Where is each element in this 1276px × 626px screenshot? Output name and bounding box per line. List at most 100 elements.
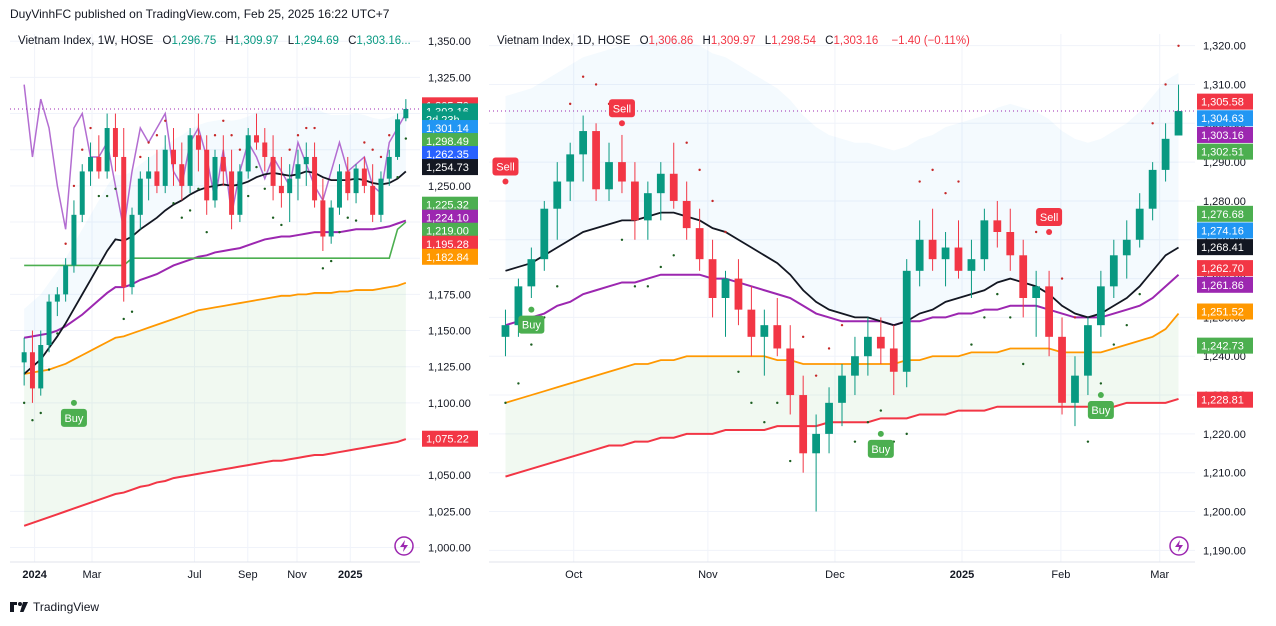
y-tick-label: 1,150.00 [428, 326, 471, 338]
candle-body [864, 336, 872, 357]
candle-body [902, 270, 911, 372]
psar-dot [271, 216, 275, 219]
price-tag-label: 1,274.16 [1201, 225, 1244, 237]
psar-dot [1086, 440, 1090, 443]
candle-body [928, 239, 937, 260]
psar-dot [47, 368, 51, 371]
psar-dot [130, 310, 134, 313]
psar-dot [918, 180, 921, 183]
psar-dot [789, 459, 792, 463]
tradingview-logo-icon [10, 602, 28, 612]
psar-dot [404, 137, 408, 140]
low-value: 1,294.69 [294, 35, 339, 47]
psar-dot [646, 285, 650, 288]
signal-label: Sell [1040, 212, 1058, 224]
daily-chart-svg[interactable]: Sell Buy Sell Buy Sell Buy 1,320.00 1,310.00 1,3… [489, 26, 1267, 594]
price-tag-label: 1,242.73 [1201, 341, 1244, 353]
candle-body [799, 395, 808, 454]
open-key: O [162, 35, 172, 47]
ema200-line [23, 438, 407, 527]
daily-chart-panel[interactable]: Sell Buy Sell Buy Sell Buy 1,320.00 1,310.00 1,3… [489, 26, 1267, 594]
price-tag-label: 1,219.00 [426, 226, 469, 238]
x-tick-label: Feb [1051, 569, 1070, 581]
psar-dot [594, 83, 598, 86]
psar-dot [147, 141, 150, 144]
psar-dot [72, 184, 76, 188]
price-tag [1197, 337, 1253, 354]
weekly-symbol: Vietnam Index, 1W, HOSE [18, 35, 154, 47]
price-tag [422, 120, 478, 137]
buy-signal: Buy [867, 430, 894, 458]
y-tick-label: 1,350.00 [428, 36, 471, 48]
psar-dot [114, 187, 117, 190]
weekly-chart-svg[interactable]: Buy1,350.001,325.001,300.001,275.001,250… [10, 26, 482, 594]
price-tag-label: 1,303.16 [1201, 130, 1244, 142]
candle-body [104, 128, 110, 172]
x-tick-label: 2024 [22, 569, 47, 581]
weekly-chart-panel[interactable]: Buy1,350.001,325.001,300.001,275.001,250… [10, 26, 482, 594]
candle-body [876, 336, 885, 349]
candle-body [1148, 169, 1157, 209]
signal-label: Sell [613, 103, 631, 115]
psar-dot [556, 285, 559, 288]
y-tick-label: 1,025.00 [428, 506, 471, 518]
candle-body [851, 356, 859, 376]
x-tick-label: Dec [825, 569, 845, 581]
candle-body [54, 294, 60, 302]
psar-dot [296, 134, 300, 137]
price-tag-label: 1,261.86 [1201, 280, 1244, 292]
psar-dot [1022, 362, 1025, 366]
candle-body [721, 278, 730, 298]
y-tick-label: 1,320.00 [1203, 41, 1246, 53]
x-tick-label: Oct [565, 569, 582, 581]
candle-body [915, 239, 924, 271]
candle-body [204, 149, 210, 201]
price-tag [422, 430, 478, 447]
psar-dot [31, 419, 34, 422]
candle-body [328, 207, 334, 237]
psar-dot [801, 335, 805, 339]
signal-dot [1046, 229, 1053, 235]
candle-body [1045, 286, 1053, 337]
candle-body [941, 247, 950, 260]
signal-dot [502, 178, 509, 185]
y-tick-label: 1,175.00 [428, 289, 471, 301]
x-tick-label: Nov [287, 569, 307, 581]
psar-dot [866, 421, 870, 424]
candle-body [121, 156, 127, 288]
candle-body [370, 185, 376, 215]
psar-dot [81, 148, 84, 151]
psar-dot [737, 370, 740, 373]
candle-body [154, 171, 160, 186]
candle-body [579, 131, 588, 155]
candle-body [220, 156, 226, 172]
y-tick-label: 1,290.00 [1203, 157, 1246, 169]
price-tag-label: 1,298.49 [426, 136, 469, 148]
close-value: 1,303.16... [356, 35, 411, 47]
candle-body [618, 162, 626, 182]
psar-dot [996, 292, 999, 296]
tradingview-footer[interactable]: TradingView [10, 600, 99, 614]
price-tag-label: 1,225.32 [426, 200, 469, 212]
psar-dot [711, 199, 714, 203]
x-tick-label: 2025 [950, 569, 974, 581]
candle-body [812, 433, 820, 454]
psar-dot [363, 141, 366, 144]
x-tick-label: Mar [1150, 569, 1169, 581]
psar-dot [263, 187, 266, 190]
psar-dot [180, 216, 184, 219]
candle-body [993, 220, 1002, 232]
psar-dot [620, 238, 624, 241]
psar-dot [122, 317, 125, 321]
psar-dot [776, 401, 779, 405]
price-tag [1197, 110, 1253, 127]
price-tag [422, 235, 478, 252]
price-tag [422, 248, 478, 265]
candle-body [643, 193, 652, 221]
candle-body [46, 301, 52, 346]
psar-dot [354, 219, 358, 222]
price-tag-label: 1,262.35 [426, 149, 469, 161]
psar-dot [371, 148, 374, 151]
candle-body [631, 181, 639, 221]
psar-dot [814, 374, 818, 377]
